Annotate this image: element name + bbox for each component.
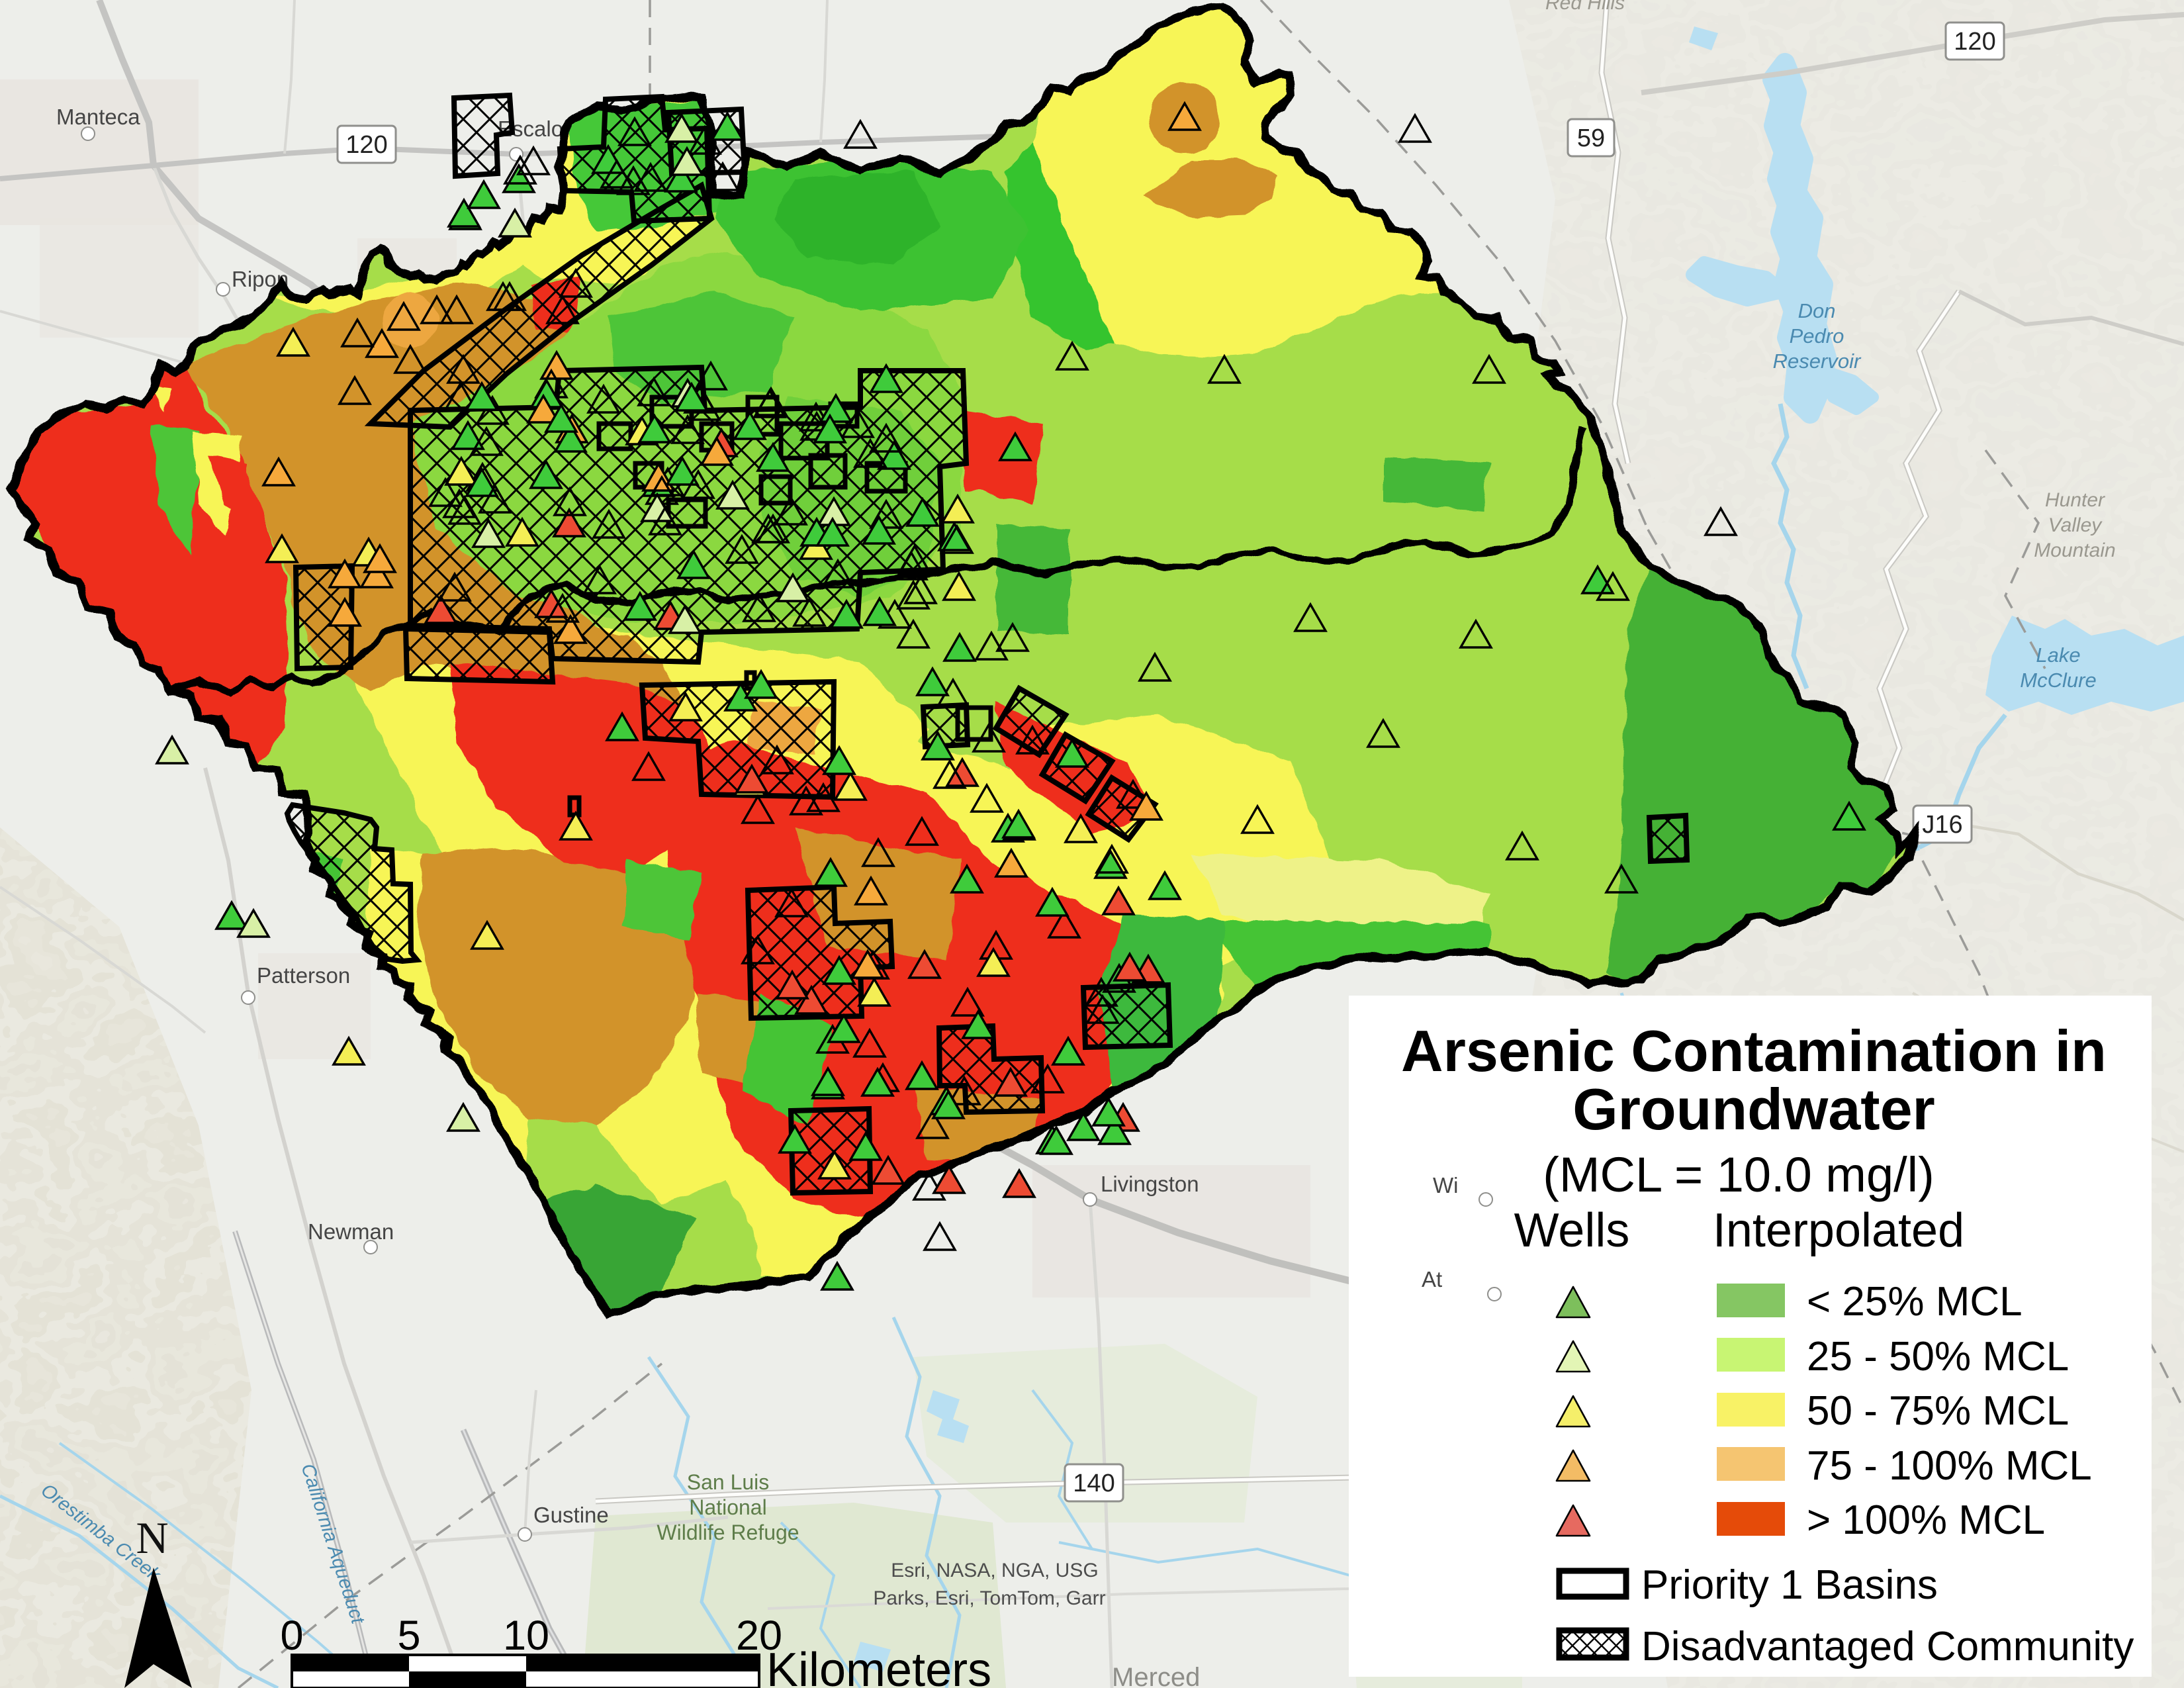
svg-text:50 - 75% MCL: 50 - 75% MCL	[1807, 1388, 2069, 1434]
svg-text:San Luis: San Luis	[687, 1470, 770, 1494]
svg-text:0: 0	[280, 1613, 303, 1659]
svg-text:Priority 1 Basins: Priority 1 Basins	[1641, 1562, 1938, 1608]
svg-text:Parks, Esri, TomTom, Garr: Parks, Esri, TomTom, Garr	[873, 1587, 1105, 1609]
svg-text:59: 59	[1577, 124, 1605, 152]
svg-text:At: At	[1422, 1267, 1442, 1291]
svg-text:Kilometers: Kilometers	[766, 1644, 991, 1688]
svg-text:(MCL = 10.0 mg/l): (MCL = 10.0 mg/l)	[1543, 1147, 1934, 1202]
svg-text:Valley: Valley	[2048, 514, 2103, 536]
svg-text:Manteca: Manteca	[56, 105, 140, 129]
svg-text:5: 5	[397, 1613, 420, 1659]
svg-text:National: National	[689, 1495, 766, 1519]
svg-text:Wi: Wi	[1433, 1173, 1458, 1197]
svg-text:Patterson: Patterson	[257, 963, 350, 988]
svg-text:120: 120	[345, 131, 387, 159]
svg-text:Disadvantaged Community: Disadvantaged Community	[1641, 1624, 2134, 1669]
svg-text:Mountain: Mountain	[2034, 539, 2115, 561]
svg-text:Arsenic Contamination in: Arsenic Contamination in	[1401, 1018, 2107, 1084]
svg-text:75 - 100% MCL: 75 - 100% MCL	[1807, 1443, 2092, 1489]
svg-text:< 25% MCL: < 25% MCL	[1807, 1279, 2023, 1325]
svg-text:> 100% MCL: > 100% MCL	[1807, 1497, 2045, 1543]
svg-text:Lake: Lake	[2036, 643, 2080, 667]
svg-text:Gustine: Gustine	[533, 1503, 609, 1527]
svg-text:Don: Don	[1798, 299, 1836, 322]
svg-text:Merced: Merced	[1112, 1663, 1200, 1688]
svg-text:Esri, NASA, NGA, USG: Esri, NASA, NGA, USG	[891, 1560, 1098, 1581]
svg-text:N: N	[136, 1513, 168, 1563]
svg-text:120: 120	[1954, 28, 1995, 56]
svg-text:20: 20	[736, 1613, 782, 1659]
svg-text:Groundwater: Groundwater	[1572, 1076, 1935, 1142]
svg-text:140: 140	[1073, 1470, 1115, 1497]
svg-text:Wells: Wells	[1514, 1204, 1630, 1257]
svg-text:Hunter: Hunter	[2045, 489, 2105, 511]
svg-text:J16: J16	[1922, 811, 1962, 839]
svg-text:Livingston: Livingston	[1101, 1172, 1199, 1196]
svg-text:Red Hills: Red Hills	[1545, 0, 1625, 14]
svg-text:25 - 50% MCL: 25 - 50% MCL	[1807, 1334, 2069, 1380]
svg-text:Reservoir: Reservoir	[1773, 350, 1862, 373]
svg-text:Pedro: Pedro	[1790, 324, 1844, 348]
svg-text:10: 10	[503, 1613, 549, 1659]
svg-text:Newman: Newman	[308, 1219, 394, 1244]
svg-text:McClure: McClure	[2020, 669, 2096, 692]
svg-text:Wildlife Refuge: Wildlife Refuge	[657, 1521, 799, 1544]
svg-text:Interpolated: Interpolated	[1713, 1204, 1964, 1257]
